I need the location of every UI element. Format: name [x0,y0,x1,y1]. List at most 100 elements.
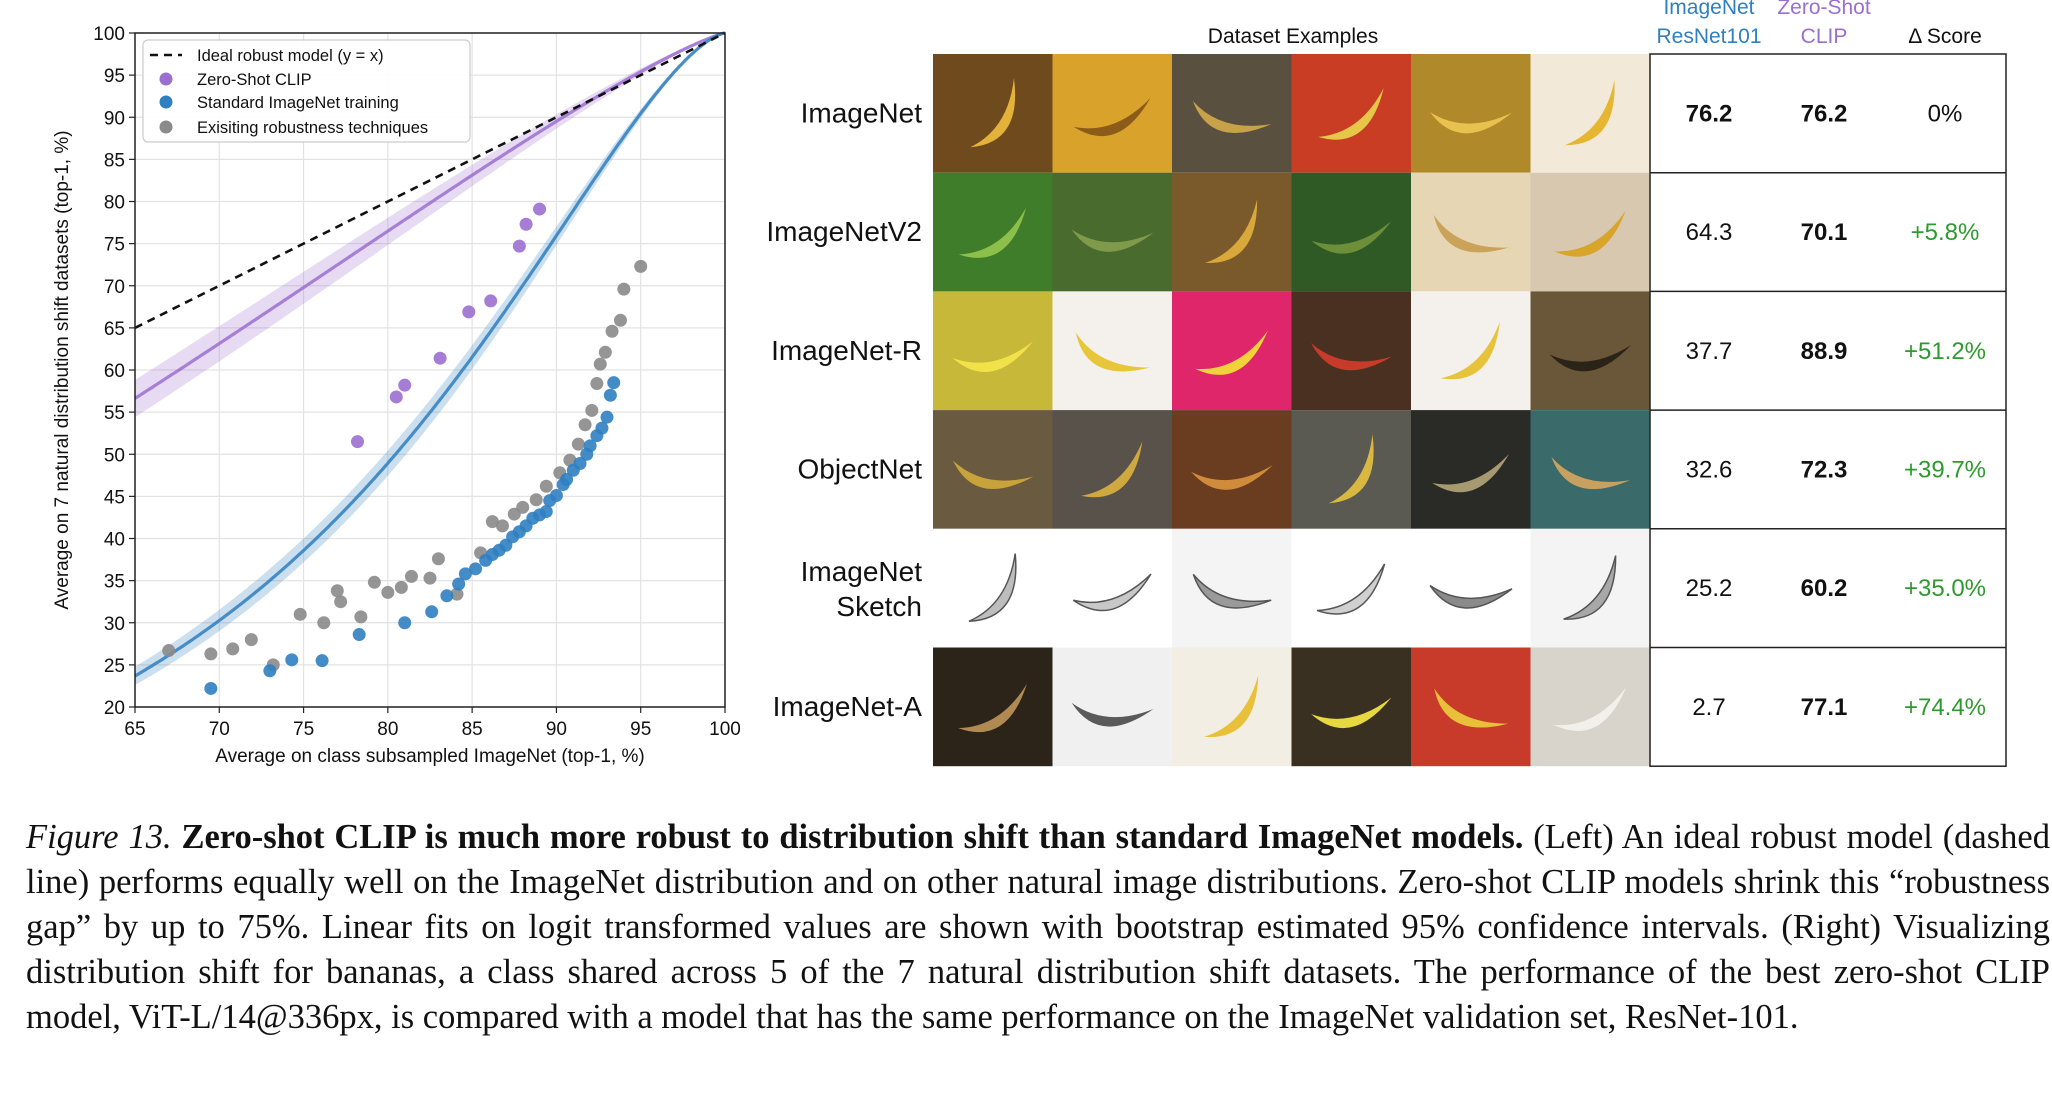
robust-point [354,610,368,624]
clip-score: 70.1 [1801,219,1848,246]
x-tick-label: 90 [546,719,567,740]
example-image-tile [1530,291,1650,411]
legend-imagenet-swatch [159,95,173,109]
row-name: ObjectNet [798,453,923,484]
banana-shape [1191,465,1273,490]
clip-point [433,351,447,365]
example-image-tile [1530,647,1650,767]
clip-fit-line [134,31,726,400]
robust-point [598,345,612,359]
imagenet-point [600,410,614,424]
y-tick-label: 35 [104,572,125,593]
y-tick-label: 100 [93,24,125,45]
resnet-header-line2: ResNet101 [1656,25,1761,48]
banana-shape [1434,688,1509,728]
robust-point [605,324,619,338]
banana-shape [1192,100,1272,134]
banana-shape [1549,344,1632,372]
robust-point [563,453,577,467]
clip-header-line1: Zero-Shot [1777,0,1871,19]
banana-shape [968,553,1017,623]
example-image-tile [1172,647,1292,767]
clip-point [519,217,533,231]
imagenet-point [573,457,587,471]
robust-point [593,357,607,371]
robust-point [578,418,592,432]
clip-point [398,378,412,392]
banana-shape [1429,112,1512,134]
y-tick-label: 20 [104,698,125,719]
example-image-tile [1411,291,1531,411]
y-tick-label: 80 [104,193,125,214]
clip-score: 76.2 [1801,100,1848,127]
banana-shape [957,683,1027,733]
x-tick-label: 75 [293,719,314,740]
banana-shape [1564,79,1615,146]
banana-shape [1554,210,1626,257]
example-image-tile [1172,172,1292,292]
robust-point [381,585,395,599]
delta-score: 0% [1928,100,1963,127]
resnet-score: 76.2 [1686,100,1733,127]
banana-shape [1081,441,1143,498]
imagenet-point [440,589,454,603]
robust-point [431,552,445,566]
imagenet-point [263,664,277,678]
banana-distribution-panel: Dataset Examples ImageNet ResNet101 Zero-S… [766,0,2007,767]
imagenet-point [452,577,466,591]
banana-shape [970,77,1016,148]
clip-point [462,305,476,319]
x-tick-label: 100 [709,719,741,740]
example-image-tile [1172,528,1292,648]
banana-shape [1440,321,1500,380]
robust-point [330,584,344,598]
y-axis-label: Average on 7 natural distribution shift … [52,130,73,609]
example-image-tile [1052,291,1172,411]
robust-point [613,313,627,327]
x-tick-label: 85 [462,719,483,740]
imagenet-point [425,605,439,619]
imagenet-point [315,654,329,668]
legend-label: Standard ImageNet training [197,94,399,112]
example-image-tile [1172,410,1292,529]
legend-label: Exisiting robustness techniques [197,119,428,137]
example-image-tile [1411,410,1531,529]
delta-score: +35.0% [1904,575,1986,602]
legend-label: Ideal robust model (y = x) [197,47,384,65]
robust-point [293,607,307,621]
caption-text: (Left) An ideal robust model (dashed lin… [26,818,2050,1036]
scatter-points [162,202,648,695]
clip-score: 60.2 [1801,575,1848,602]
example-image-tile [933,54,1053,173]
y-tick-label: 85 [104,150,125,171]
row-name-line2: Sketch [836,591,922,622]
clip-point [512,239,526,253]
imagenet-point [539,505,553,519]
example-image-tile [1052,528,1172,648]
robust-point [495,519,509,533]
legend-clip-swatch [159,72,173,86]
clip-header-line2: CLIP [1801,25,1848,48]
y-tick-label: 70 [104,277,125,298]
example-image-tile [933,528,1053,648]
imagenet-point [204,681,218,695]
example-image-tile [1052,54,1172,173]
robust-point [423,571,437,585]
y-tick-labels: 20 25 30 35 40 45 50 55 60 65 70 75 80 85 90 95 100 [93,24,135,719]
y-tick-label: 50 [104,445,125,466]
row-name: ImageNet [801,97,923,128]
banana-shape [1553,686,1627,732]
robust-point [204,647,218,661]
example-image-tile [1172,291,1292,411]
delta-score: +74.4% [1904,694,1986,721]
banana-shape [952,341,1033,372]
robust-point [529,493,543,507]
example-image-tile [1052,410,1172,529]
banana-shape [952,460,1034,489]
banana-shape [1311,697,1392,729]
figure-caption: Figure 13. Zero-shot CLIP is much more r… [26,815,2050,1040]
y-tick-label: 90 [104,108,125,129]
example-image-tile [1530,54,1650,173]
example-image-tile [933,172,1053,292]
